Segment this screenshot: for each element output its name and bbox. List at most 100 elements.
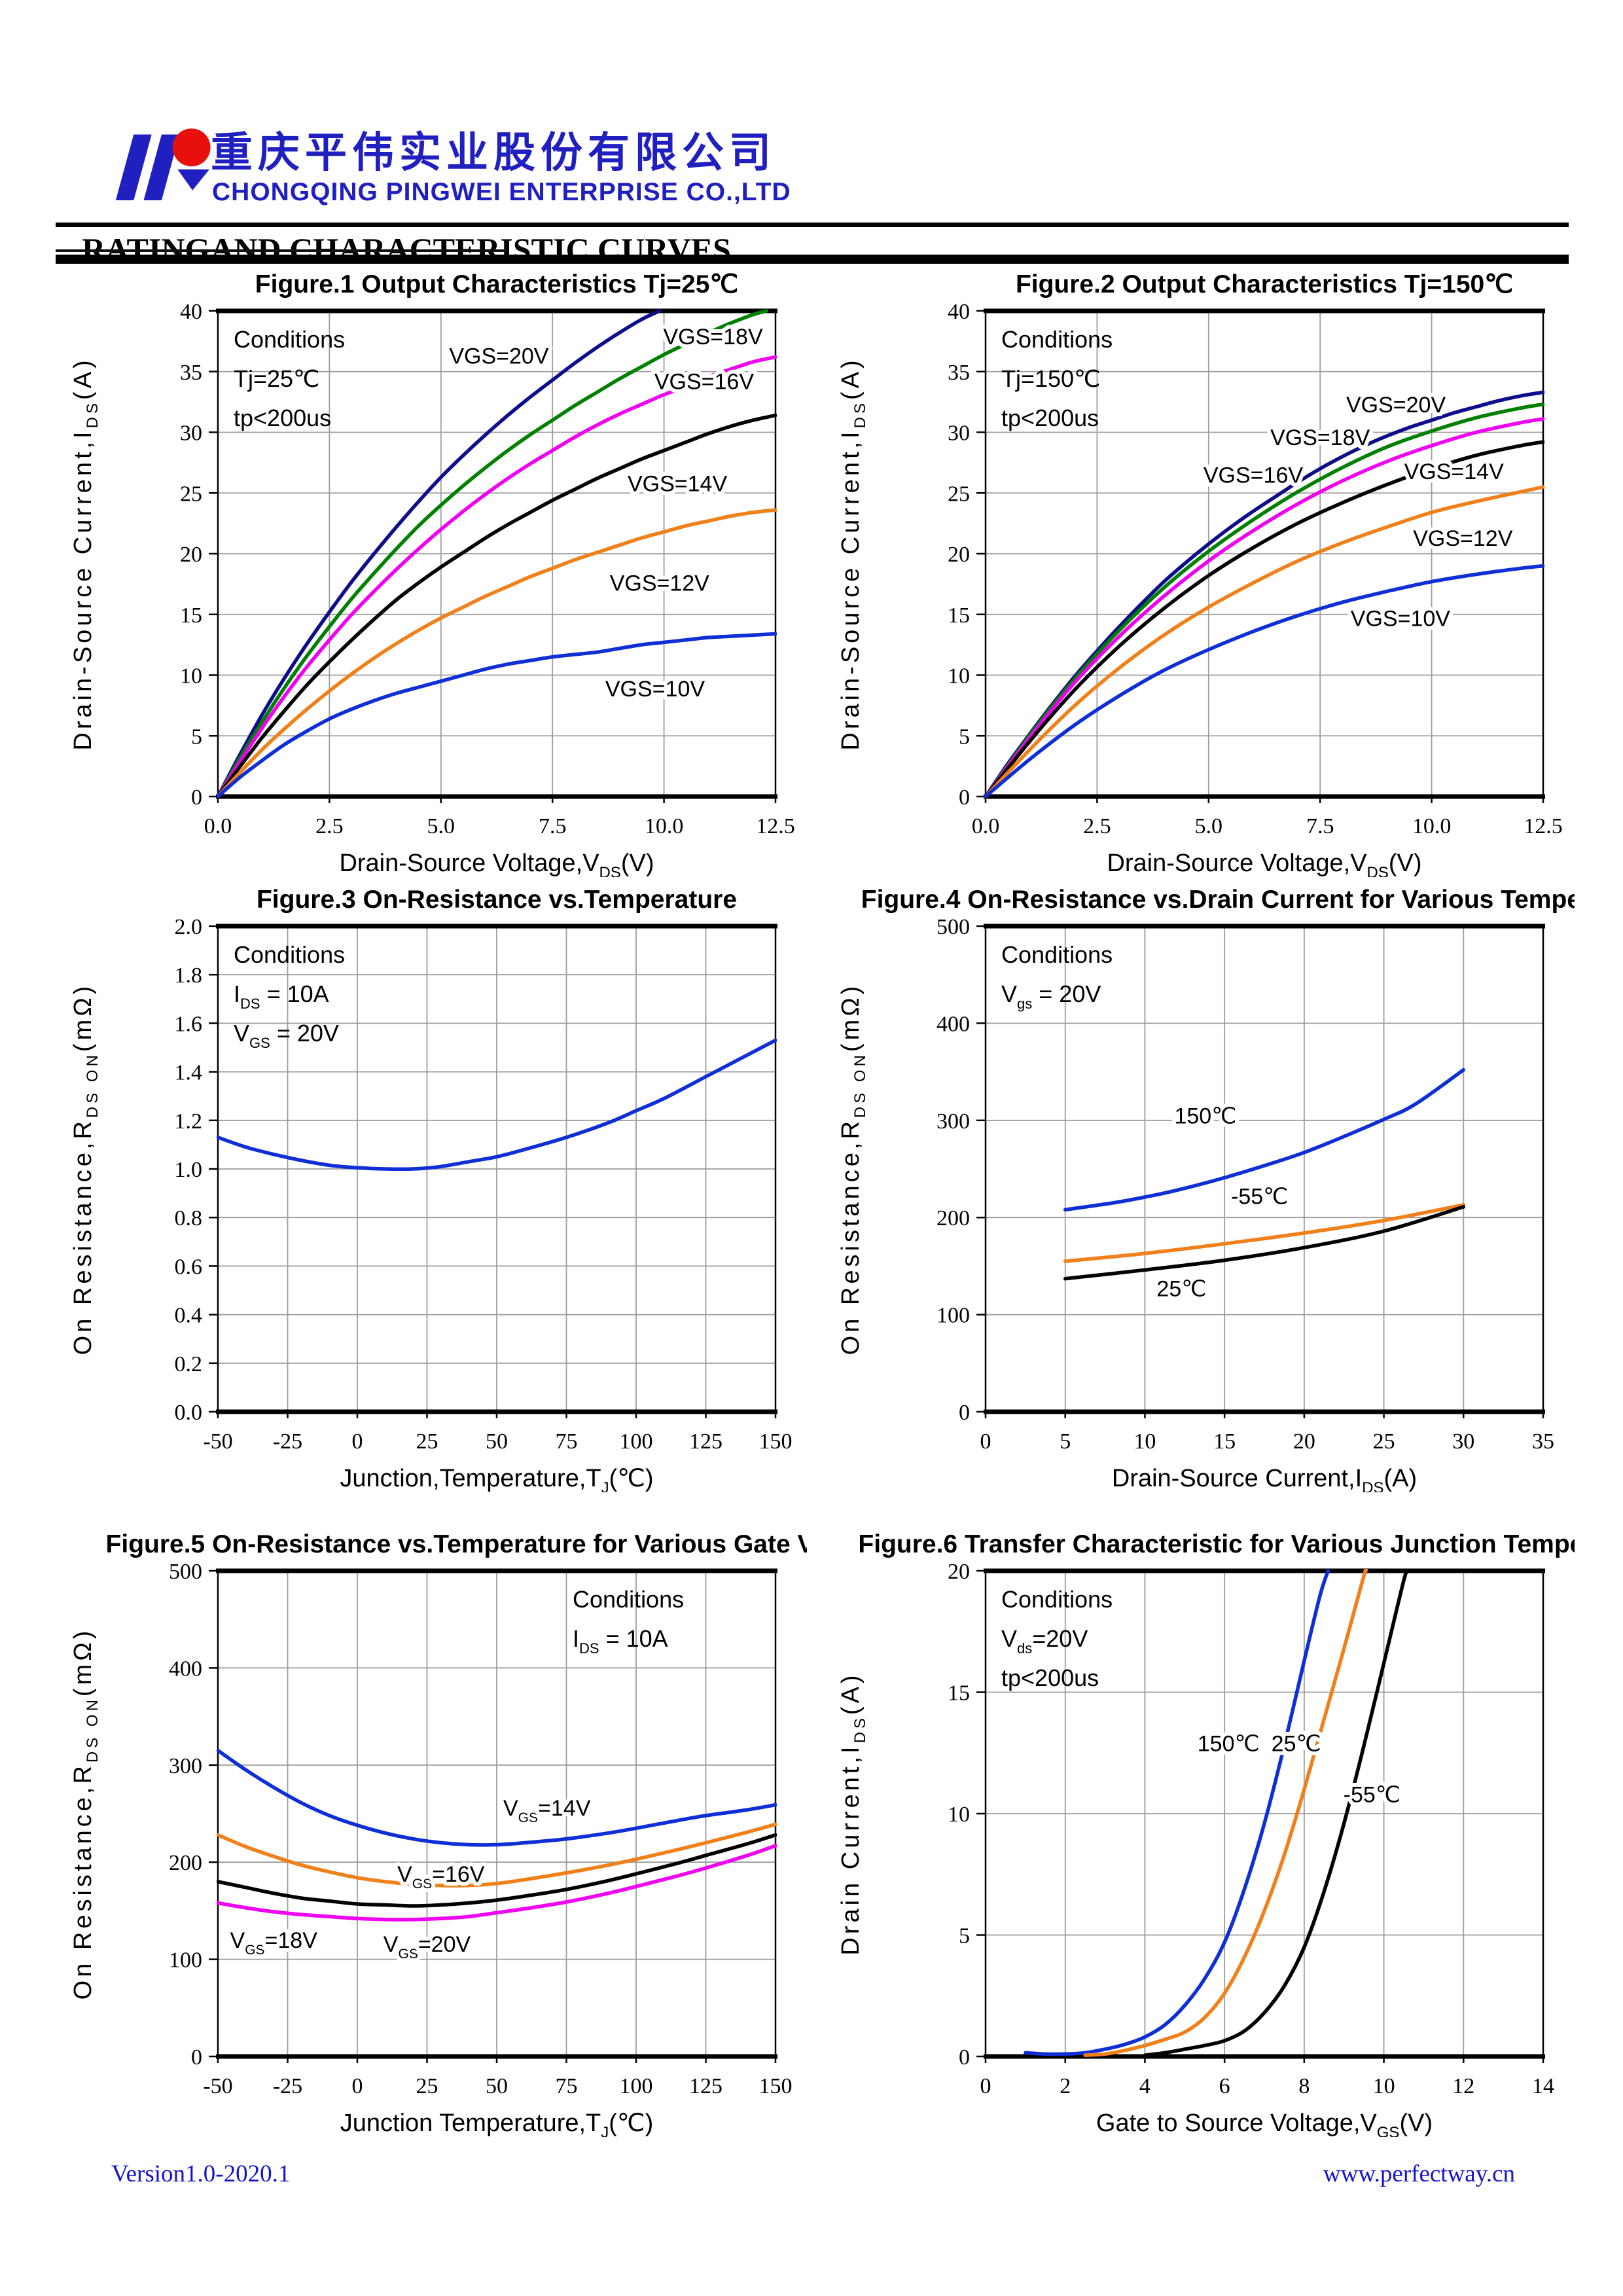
label-text: I <box>234 980 240 1007</box>
label-text: (A) <box>1383 1465 1417 1492</box>
tick-label-y: 1.2 <box>175 1109 203 1134</box>
tick-label-y: 2.0 <box>175 915 203 939</box>
figure-4-chart: Figure.4 On-Resistance vs.Drain Current … <box>837 886 1575 1492</box>
company-name-en: CHONGQING PINGWEI ENTERPRISE CO.,LTD <box>212 178 791 206</box>
tick-label-y: 0.0 <box>175 1401 203 1425</box>
tick-label-y: 35 <box>180 361 202 385</box>
curve-label: VGS=18V <box>663 325 762 350</box>
x-axis-label: Drain-Source Voltage,VDS(V) <box>339 850 654 877</box>
label-text: (A) <box>69 357 97 400</box>
label-text: 150℃ <box>1174 1103 1236 1128</box>
tick-label-x: 35 <box>1532 1429 1554 1454</box>
label-text: Junction Temperature,T <box>340 2109 601 2137</box>
tick-label-x: 25 <box>1373 1429 1395 1454</box>
tick-label-y: 1.6 <box>175 1012 203 1036</box>
tick-label-y: 1.8 <box>175 963 203 988</box>
tick-label-x: 6 <box>1219 2074 1230 2098</box>
label-text: (V) <box>621 850 654 877</box>
curve-150 <box>1024 1569 1330 2056</box>
figure-title: Figure.3 On-Resistance vs.Temperature <box>257 886 737 914</box>
curve-vgs14v <box>217 1748 777 1847</box>
label-subscript: GS <box>518 1810 538 1825</box>
curve-vgs10v <box>984 564 1544 798</box>
label-text: On Resistance,R <box>69 1118 97 1355</box>
curve-25 <box>1063 1205 1466 1281</box>
tick-label-y: 10 <box>180 664 202 689</box>
tick-label-x: 100 <box>620 1429 653 1454</box>
tick-label-y: 0 <box>959 785 970 810</box>
label-text: V <box>230 1928 245 1953</box>
tick-label-y: 40 <box>180 300 202 324</box>
tick-label-x: 7.5 <box>539 814 567 838</box>
tick-label-y: 30 <box>180 422 202 446</box>
axis-ticks: 0.0 0.2 0.4 0.6 0.8 1.0 1.2 1.4 1.6 1.8 2.0 -50 -25 0… <box>175 915 793 1454</box>
footer-version: Version1.0-2020.1 <box>111 2161 291 2187</box>
label-subscript: J <box>601 2124 609 2137</box>
conditions-line: tp<200us <box>234 404 331 431</box>
tick-label-y: 20 <box>948 543 970 567</box>
figure-1-output-characteristics-25c: Figure.1 Output Characteristics Tj=25℃ 0 5… <box>49 265 807 877</box>
conditions-line: Conditions <box>1001 326 1113 353</box>
label-text: V <box>383 1932 399 1957</box>
tick-label-x: 0 <box>980 2074 991 2098</box>
curve-150 <box>1063 1067 1466 1212</box>
label-text: VGS=18V <box>1270 425 1370 450</box>
y-axis-label: On Resistance,RDS ON(mΩ) <box>69 1628 101 2000</box>
label-text: VGS=16V <box>654 370 754 395</box>
tick-label-y: 200 <box>936 1206 970 1230</box>
label-text: =20V <box>418 1932 471 1957</box>
curve-vgs20v <box>217 309 662 798</box>
tick-label-y: 25 <box>180 482 202 506</box>
x-axis-label: Drain-Source Current,IDS(A) <box>1112 1465 1417 1492</box>
tick-label-y: 5 <box>959 725 970 749</box>
label-text: Conditions <box>1001 326 1113 353</box>
tick-label-x: 75 <box>556 1429 578 1454</box>
logo-triangle <box>177 169 210 190</box>
label-subscript: ds <box>1017 1640 1032 1657</box>
tick-label-x: 5.0 <box>427 814 455 838</box>
figure-1-chart: Figure.1 Output Characteristics Tj=25℃ 0 5… <box>69 270 795 877</box>
curve-label: VGS=14V <box>628 471 727 496</box>
conditions-line: Conditions <box>1001 1586 1113 1613</box>
tick-label-y: 500 <box>169 1560 202 1584</box>
tick-label-y: 0.8 <box>175 1206 203 1230</box>
curve-rdsonvstj <box>217 1038 777 1172</box>
figure-2-output-characteristics-150c: Figure.2 Output Characteristics Tj=150℃ 0… <box>817 265 1575 877</box>
tick-label-y: 0.4 <box>175 1304 203 1328</box>
curve-label: 25℃ <box>1272 1731 1321 1756</box>
series-group <box>984 390 1544 798</box>
label-subscript: DS ON <box>851 1052 869 1118</box>
tick-label-x: -25 <box>273 2074 302 2098</box>
figure-title: Figure.4 On-Resistance vs.Drain Current … <box>861 886 1575 914</box>
label-subscript: DS <box>1367 864 1389 877</box>
curve-vgs10v <box>217 632 777 798</box>
curve-vgs18v <box>984 403 1544 798</box>
tick-label-x: 20 <box>1293 1429 1315 1454</box>
label-text: =16V <box>432 1862 485 1887</box>
figure-title: Figure.6 Transfer Characteristic for Var… <box>858 1530 1575 1558</box>
label-subscript: DS <box>240 996 260 1012</box>
label-text: V <box>1001 980 1017 1007</box>
figure-6-chart: Figure.6 Transfer Characteristic for Var… <box>837 1530 1575 2137</box>
tick-label-x: 8 <box>1298 2074 1310 2098</box>
label-text: tp<200us <box>1001 1664 1099 1691</box>
figure-3-on-resistance-vs-temperature: Figure.3 On-Resistance vs.Temperature 0.0… <box>49 880 807 1492</box>
label-text: Tj=150℃ <box>1001 365 1101 392</box>
curve-vgs14v <box>217 413 777 798</box>
conditions-line: Tj=150℃ <box>1001 365 1101 392</box>
conditions-line: Tj=25℃ <box>234 365 319 392</box>
tick-label-x: 15 <box>1213 1429 1236 1454</box>
tick-label-x: 2.5 <box>315 814 344 838</box>
title-underline-thin <box>56 249 507 252</box>
figure-4-on-resistance-vs-drain-current: Figure.4 On-Resistance vs.Drain Current … <box>817 880 1575 1492</box>
tick-label-x: -50 <box>203 1429 232 1454</box>
tick-label-x: 30 <box>1452 1429 1474 1454</box>
curve-label: VGS=10V <box>605 677 705 702</box>
logo-red-dot <box>172 128 211 167</box>
tick-label-x: 12.5 <box>1524 814 1563 838</box>
figure-title: Figure.5 On-Resistance vs.Temperature fo… <box>106 1530 807 1558</box>
label-text: (A) <box>837 357 865 400</box>
tick-label-x: 2 <box>1060 2074 1071 2098</box>
tick-label-x: 75 <box>556 2074 578 2098</box>
tick-label-x: 0 <box>352 1429 363 1454</box>
